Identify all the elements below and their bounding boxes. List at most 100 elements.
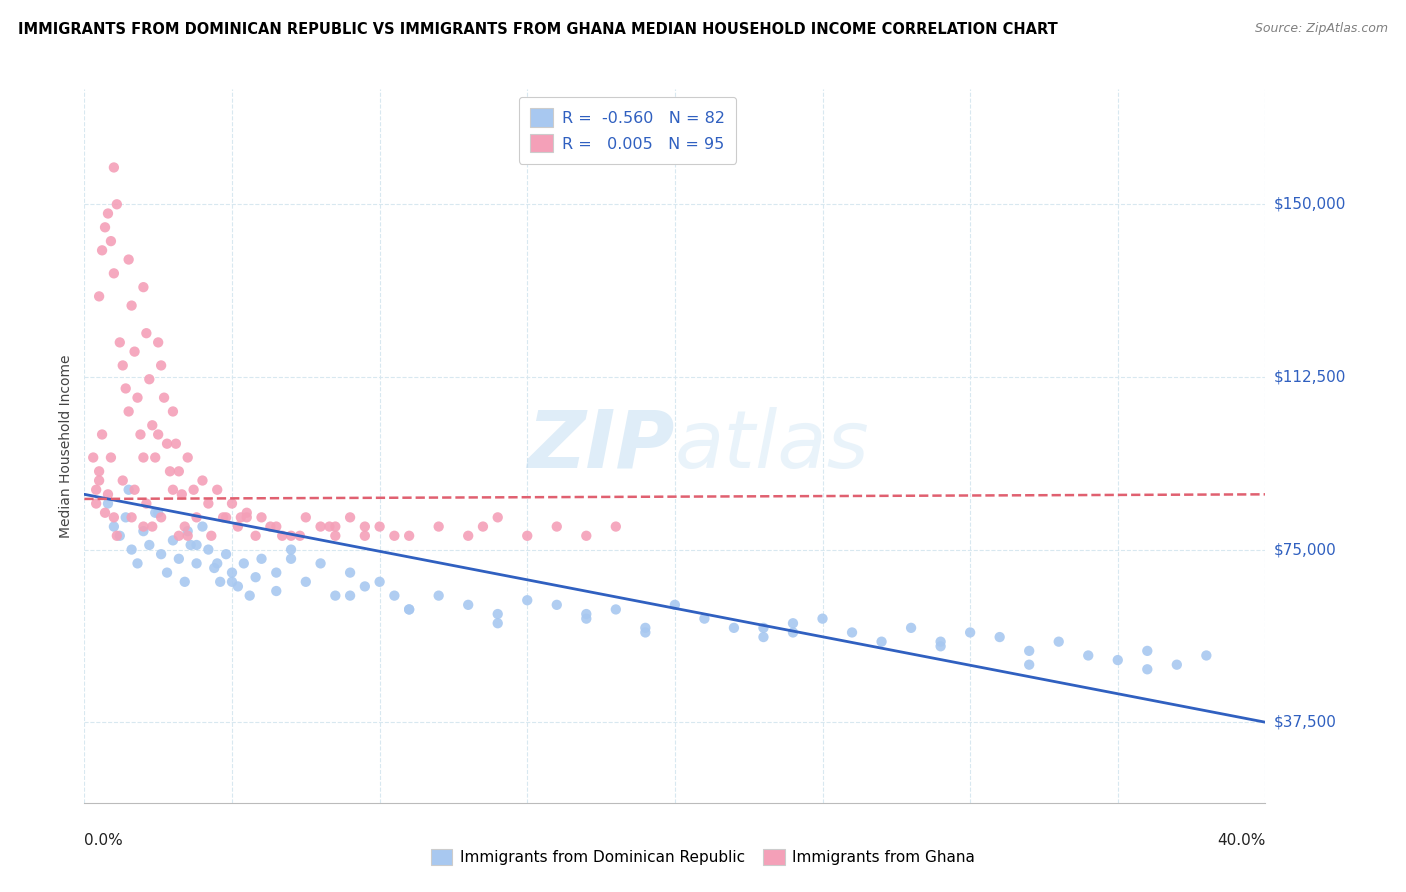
Point [141, 519, 163, 533]
Point [100, 234, 122, 248]
Point [486, 616, 509, 631]
Point [138, 538, 160, 552]
Point [266, 584, 288, 599]
Point [84, 483, 107, 497]
Y-axis label: Median Household Income: Median Household Income [59, 354, 73, 538]
Point [141, 418, 163, 433]
Point [280, 551, 302, 566]
Text: $75,000: $75,000 [1274, 542, 1337, 558]
Point [159, 464, 181, 478]
Point [472, 519, 495, 533]
Point [156, 436, 179, 450]
Text: ZIP: ZIP [527, 407, 675, 485]
Point [183, 483, 205, 497]
Point [197, 542, 219, 557]
Point [212, 510, 235, 524]
Point [870, 634, 893, 648]
Point [132, 524, 155, 538]
Point [546, 598, 568, 612]
Point [215, 510, 238, 524]
Point [1077, 648, 1099, 663]
Point [226, 519, 249, 533]
Point [186, 510, 208, 524]
Point [105, 197, 128, 211]
Point [929, 640, 952, 654]
Point [173, 519, 195, 533]
Point [325, 529, 347, 543]
Point [118, 483, 141, 497]
Point [339, 566, 361, 580]
Point [245, 529, 267, 543]
Point [339, 510, 361, 524]
Point [162, 483, 184, 497]
Point [1136, 662, 1159, 676]
Point [87, 289, 111, 303]
Point [457, 529, 479, 543]
Point [135, 497, 157, 511]
Point [229, 510, 252, 524]
Point [575, 607, 598, 621]
Point [94, 220, 117, 235]
Point [94, 506, 117, 520]
Point [929, 634, 952, 648]
Point [221, 566, 243, 580]
Point [280, 542, 302, 557]
Point [1047, 634, 1070, 648]
Point [111, 474, 134, 488]
Point [811, 612, 834, 626]
Point [127, 557, 149, 571]
Point [84, 497, 107, 511]
Point [167, 551, 190, 566]
Text: 0.0%: 0.0% [84, 833, 124, 848]
Point [105, 529, 128, 543]
Point [127, 391, 149, 405]
Point [245, 570, 267, 584]
Point [1018, 657, 1040, 672]
Point [148, 506, 170, 520]
Point [398, 529, 420, 543]
Point [111, 359, 134, 373]
Point [108, 529, 131, 543]
Point [634, 621, 657, 635]
Text: $37,500: $37,500 [1274, 714, 1337, 730]
Point [1018, 644, 1040, 658]
Point [177, 450, 200, 465]
Point [250, 510, 273, 524]
Point [634, 625, 657, 640]
Point [148, 335, 170, 350]
Point [118, 404, 141, 418]
Point [384, 589, 406, 603]
Point [325, 589, 347, 603]
Point [200, 529, 222, 543]
Point [236, 506, 259, 520]
Point [197, 497, 219, 511]
Point [124, 483, 146, 497]
Point [202, 561, 225, 575]
Point [177, 529, 200, 543]
Point [368, 574, 391, 589]
Point [295, 510, 318, 524]
Point [121, 542, 143, 557]
Point [318, 519, 340, 533]
Point [207, 557, 229, 571]
Point [191, 474, 214, 488]
Point [693, 612, 716, 626]
Point [605, 602, 627, 616]
Point [782, 625, 804, 640]
Point [162, 533, 184, 548]
Text: Source: ZipAtlas.com: Source: ZipAtlas.com [1254, 22, 1388, 36]
Point [167, 529, 190, 543]
Point [288, 529, 311, 543]
Point [384, 529, 406, 543]
Point [1166, 657, 1188, 672]
Point [546, 519, 568, 533]
Point [215, 547, 238, 561]
Point [143, 450, 166, 465]
Point [752, 630, 775, 644]
Point [605, 519, 627, 533]
Point [87, 464, 111, 478]
Point [138, 372, 160, 386]
Point [97, 206, 120, 220]
Text: atlas: atlas [675, 407, 870, 485]
Point [167, 464, 190, 478]
